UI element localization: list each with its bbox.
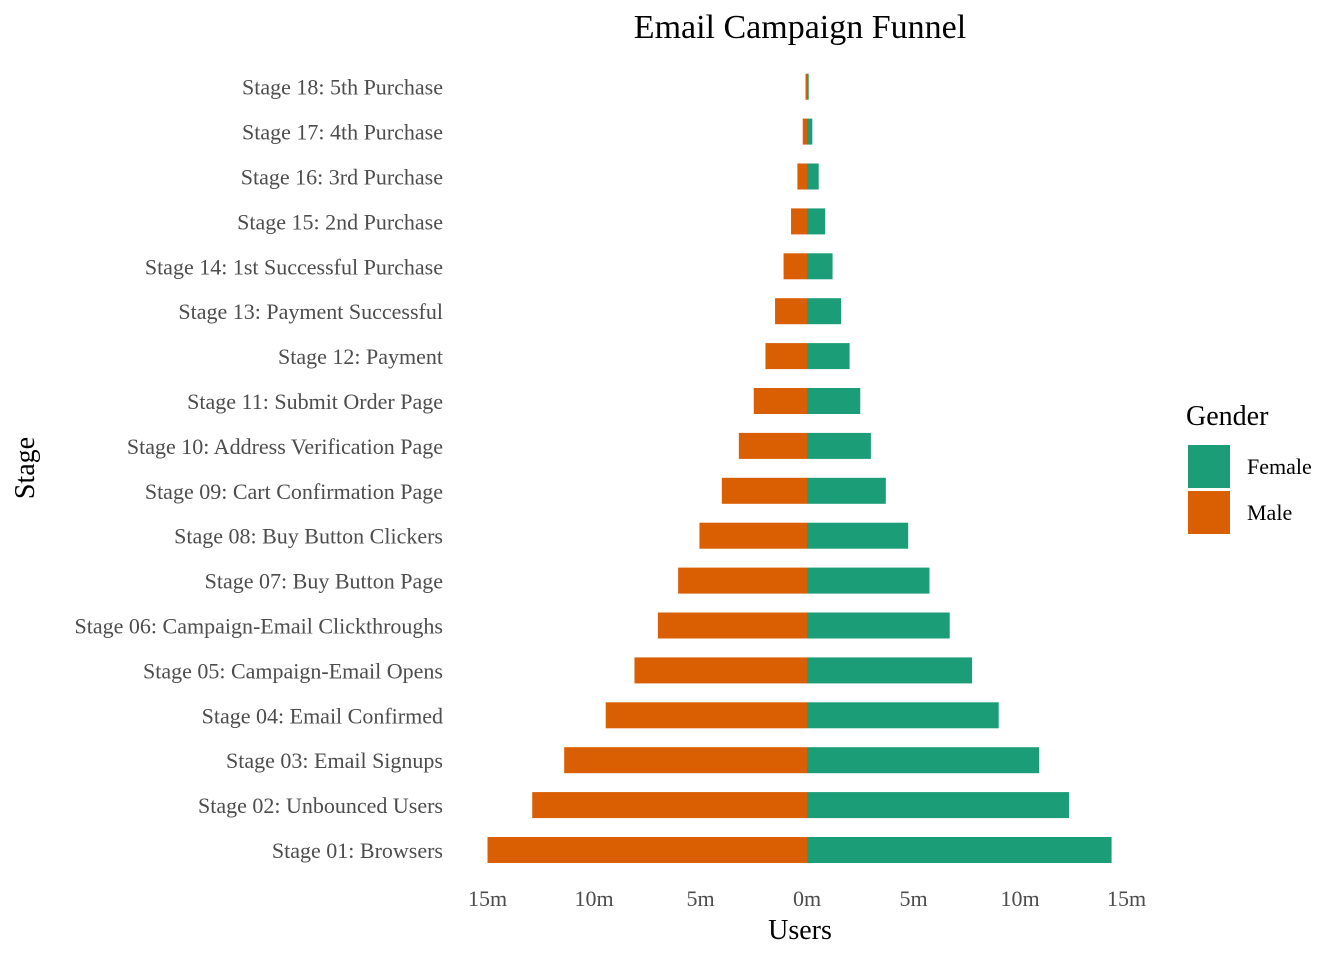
stage-label: Stage 01: Browsers: [272, 838, 443, 863]
bar-female: [807, 343, 850, 370]
stage-label: Stage 05: Campaign-Email Opens: [143, 658, 443, 683]
legend-swatch-female: [1188, 445, 1230, 488]
bar-male: [783, 253, 807, 280]
stage-label: Stage 09: Cart Confirmation Page: [145, 479, 443, 504]
bar-female: [807, 477, 886, 504]
bar-female: [807, 388, 861, 414]
stage-label: Stage 14: 1st Successful Purchase: [145, 254, 443, 279]
bar-male: [797, 163, 807, 190]
bar-male: [532, 792, 807, 819]
x-tick-label: 0m: [793, 886, 821, 911]
bar-male: [738, 432, 807, 459]
legend: Gender Female Male: [1186, 401, 1312, 534]
bar-male: [605, 702, 807, 729]
bar-male: [721, 477, 807, 504]
legend-title: Gender: [1186, 401, 1269, 432]
bar-female: [807, 657, 973, 684]
legend-label-male: Male: [1247, 500, 1292, 525]
bar-male: [678, 567, 807, 594]
bar-male: [802, 118, 807, 145]
bar-female: [807, 432, 871, 459]
bar-female: [807, 612, 950, 639]
bar-female: [807, 792, 1069, 819]
category-labels: Stage 01: Browsers Stage 02: Unbounced Us…: [75, 75, 443, 863]
stage-label: Stage 15: 2nd Purchase: [237, 209, 443, 234]
stage-label: Stage 03: Email Signups: [226, 748, 443, 773]
bar-male: [753, 388, 807, 414]
stage-label: Stage 11: Submit Order Page: [187, 389, 443, 414]
x-tick-label: 15m: [468, 886, 507, 911]
stage-label: Stage 13: Payment Successful: [178, 299, 443, 324]
stage-label: Stage 10: Address Verification Page: [127, 434, 443, 459]
bar-male: [791, 208, 807, 235]
bar-female: [807, 702, 999, 729]
stage-label: Stage 07: Buy Button Page: [205, 569, 443, 594]
x-tick-label: 5m: [899, 886, 927, 911]
x-axis-title: Users: [768, 915, 832, 946]
bar-female: [807, 298, 842, 325]
bar-male: [487, 837, 807, 863]
bar-male: [657, 612, 807, 639]
stage-label: Stage 17: 4th Purchase: [242, 120, 443, 145]
bar-male: [699, 522, 807, 549]
stage-label: Stage 18: 5th Purchase: [242, 75, 443, 100]
stage-label: Stage 12: Payment: [278, 344, 443, 369]
bar-female: [807, 747, 1040, 774]
bar-female: [807, 567, 930, 594]
x-tick-label: 5m: [686, 886, 714, 911]
bar-female: [807, 163, 819, 190]
stage-label: Stage 04: Email Confirmed: [202, 703, 443, 728]
x-tick-labels: 15m 10m 5m 0m 5m 10m 15m: [468, 886, 1146, 911]
bars: [487, 73, 1112, 863]
bar-female: [807, 208, 826, 235]
x-tick-label: 10m: [574, 886, 613, 911]
stage-label: Stage 08: Buy Button Clickers: [174, 524, 443, 549]
bar-male: [765, 343, 807, 370]
stage-label: Stage 06: Campaign-Email Clickthroughs: [75, 614, 443, 639]
bar-male: [775, 298, 807, 325]
y-axis-title: Stage: [10, 437, 41, 499]
chart-title: Email Campaign Funnel: [634, 9, 966, 46]
bar-female: [807, 522, 909, 549]
legend-label-female: Female: [1247, 454, 1312, 479]
legend-swatch-male: [1188, 491, 1230, 534]
bar-female: [807, 253, 833, 280]
x-tick-label: 10m: [1000, 886, 1039, 911]
bar-male: [564, 747, 807, 774]
bar-male: [634, 657, 807, 684]
bar-male: [805, 73, 807, 100]
x-tick-label: 15m: [1107, 886, 1146, 911]
bar-female: [807, 73, 809, 100]
bar-female: [807, 118, 813, 145]
stage-label: Stage 02: Unbounced Users: [198, 793, 443, 818]
stage-label: Stage 16: 3rd Purchase: [241, 165, 443, 190]
bar-female: [807, 837, 1112, 863]
